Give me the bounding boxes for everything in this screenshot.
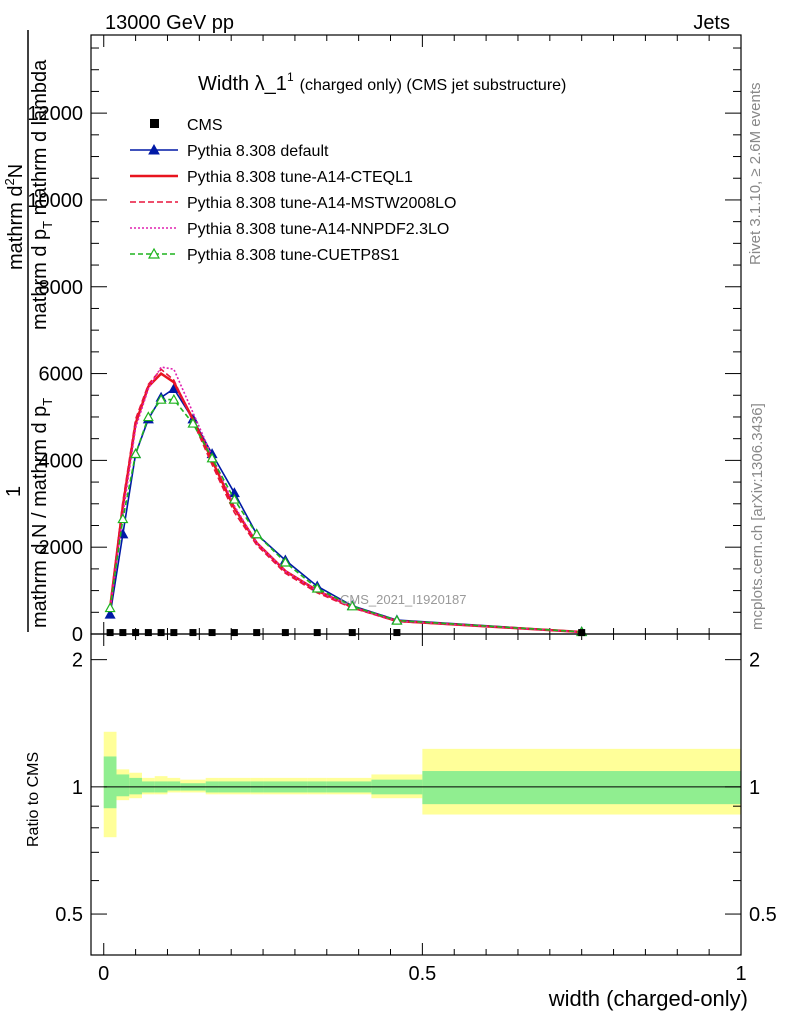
x-tick-label: 1: [735, 963, 746, 985]
x-axis-label: width (charged-only): [548, 986, 748, 1011]
y-tick-label-main: 4000: [39, 450, 84, 472]
y-tick-label-main: 6000: [39, 364, 84, 386]
x-tick-label: 0.5: [408, 963, 436, 985]
ratio-panel: 0 0.5 1 0.5 0.5 1 1 2 2: [55, 633, 777, 985]
y-tick-label-main: 2000: [39, 537, 84, 559]
y-tick-label-main: 10000: [27, 190, 83, 212]
plot-title-sup: 1: [287, 70, 294, 84]
y-tick-label-ratio: 2: [72, 650, 83, 672]
y-tick-label-main: 8000: [39, 277, 84, 299]
cms-data-point: [313, 629, 321, 637]
series-line: [109, 366, 582, 633]
cms-data-point: [253, 629, 261, 637]
mcplots-label: mcplots.cern.ch [arXiv:1306.3436]: [749, 403, 766, 630]
legend-marker: [148, 143, 160, 155]
legend-label: Pythia 8.308 tune-A14-NNPDF2.3LO: [187, 221, 449, 238]
y-label-numerator: 1: [3, 486, 25, 497]
series-point: [251, 528, 263, 539]
plot-title-suffix: (charged only) (CMS jet substructure): [300, 77, 567, 94]
ratio-inner-band: [103, 756, 117, 809]
series-point: [130, 448, 142, 459]
series-point: [206, 452, 218, 463]
legend-marker: [147, 247, 161, 259]
analysis-watermark: CMS_2021_I1920187: [340, 592, 467, 607]
cms-data-point: [119, 629, 127, 637]
cms-data-point: [144, 629, 152, 637]
y-tick-label-ratio: 0.5: [55, 904, 83, 926]
y-axis-label-ratio: Ratio to CMS: [25, 752, 42, 847]
legend-marker-cms: [150, 119, 159, 128]
ratio-inner-band: [422, 771, 741, 805]
series-point: [104, 602, 116, 613]
cms-data-point: [578, 629, 586, 637]
y-tick-label-main: 12000: [27, 103, 83, 125]
plot-title: Width λ_11 (charged only) (CMS jet substr…: [198, 70, 566, 95]
y-label-numerator-expression: mathrm d2N: [2, 164, 27, 270]
y-tick-label-ratio-right: 0.5: [749, 904, 777, 926]
legend-label: Pythia 8.308 tune-A14-MSTW2008LO: [187, 195, 456, 212]
cms-data-point: [348, 629, 356, 637]
series-point: [279, 556, 291, 567]
series-line: [109, 368, 582, 633]
series-point: [155, 393, 167, 404]
series-point: [142, 411, 154, 422]
cms-data-point: [132, 629, 140, 637]
series-point: [391, 614, 403, 625]
series-point: [228, 493, 240, 504]
ratio-inner-band: [116, 774, 130, 797]
ratio-inner-band: [167, 781, 181, 791]
cms-data-point: [281, 629, 289, 637]
legend-label-cms: CMS: [187, 117, 223, 134]
cms-data-point: [189, 629, 197, 637]
x-tick-label: 0: [98, 963, 109, 985]
ratio-frame: [90, 633, 742, 956]
series-point: [187, 417, 199, 428]
ratio-inner-band: [129, 777, 142, 795]
cms-data-point: [393, 629, 401, 637]
y-tick-label-main: 0: [72, 624, 83, 646]
cms-data-point: [208, 629, 216, 637]
series-point: [311, 582, 323, 593]
y-axis-label-main: 1 mathrm d N / mathrm d pT mathrm d2N ma…: [2, 30, 55, 632]
rivet-version-label: Rivet 3.1.10, ≥ 2.6M events: [747, 83, 764, 266]
legend: CMS Pythia 8.308 default Pythia 8.308 tune…: [130, 117, 456, 264]
y-tick-label-ratio-right: 1: [749, 777, 760, 799]
process-label: Jets: [693, 12, 730, 34]
main-panel: 0 2000 4000 6000 8000 10000 12000: [27, 34, 742, 955]
legend-label: Pythia 8.308 tune-A14-CTEQL1: [187, 169, 413, 186]
y-tick-label-ratio: 1: [72, 777, 83, 799]
legend-label: Pythia 8.308 tune-CUETP8S1: [187, 247, 400, 264]
plot-title-main: Width λ_1: [198, 73, 287, 95]
y-tick-label-ratio-right: 2: [749, 650, 760, 672]
y-label-numerator-expression-2: mathrm d pT mathrm d lambda: [29, 59, 55, 330]
series-point: [346, 600, 358, 611]
cms-data-point: [157, 629, 165, 637]
cms-data-point: [170, 629, 178, 637]
y-label-denominator: mathrm d N / mathrm d pT: [29, 398, 55, 628]
series-point: [168, 393, 180, 404]
cms-data-point: [106, 629, 114, 637]
series-point: [104, 608, 116, 619]
cms-data-point: [230, 629, 238, 637]
series-point: [117, 513, 129, 524]
energy-label: 13000 GeV pp: [105, 12, 234, 34]
legend-label: Pythia 8.308 default: [187, 143, 329, 160]
